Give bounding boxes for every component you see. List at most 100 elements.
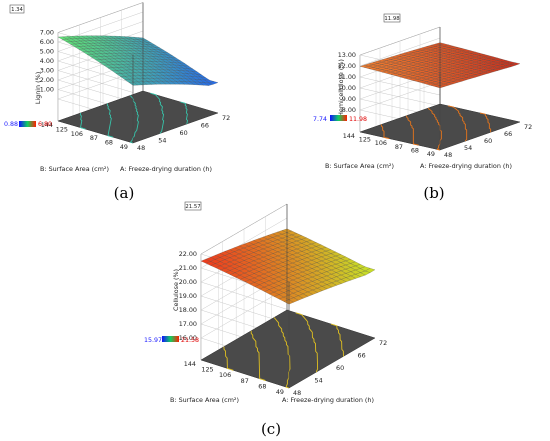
z-tick-label: 8.00 <box>342 106 356 114</box>
y-tick-label: 125 <box>359 136 371 144</box>
panel-c-contours <box>223 312 344 389</box>
x-tick-label: 48 <box>444 151 452 159</box>
y-tick-label: 49 <box>120 143 128 151</box>
contour-line <box>180 101 188 125</box>
panel-a-value-box-text: 1.34 <box>11 7 23 13</box>
panel-a-legend-bar <box>19 121 36 127</box>
panel-b-surface <box>359 42 521 89</box>
x-tick-label: 60 <box>336 364 344 372</box>
contour-line <box>447 105 468 142</box>
x-tick-label: 66 <box>201 122 209 130</box>
x-tick-label: 60 <box>180 129 188 137</box>
x-tick-label: 60 <box>484 137 492 145</box>
panel-a-lignin-chart: 1.00 2.003.00 4.005.00 6.007.00 49 68 87 106125… <box>4 2 230 202</box>
x-tick-label: 72 <box>524 123 532 131</box>
panel-b-ticks: 8.00 9.00 10.00 11.00 12.00 13.00 49 68 87 106 125… <box>338 51 532 159</box>
contour-line <box>479 112 492 133</box>
panel-a-label: (a) <box>114 184 135 202</box>
y-tick-label: 106 <box>71 130 83 138</box>
z-tick-label: 10.00 <box>338 84 356 92</box>
y-tick-label: 144 <box>41 121 53 129</box>
y-tick-label: 68 <box>258 382 266 390</box>
z-tick-label: 13.00 <box>338 51 356 59</box>
surface-patch <box>510 62 521 66</box>
panel-a-legend-min: 0.88 <box>4 121 18 128</box>
panel-b-legend-min: 7.74 <box>313 116 327 123</box>
panel-b-legend-bar <box>330 115 347 121</box>
panel-c-xlabel: A: Freeze-drying duration (h) <box>282 396 374 404</box>
y-tick-label: 49 <box>276 388 284 396</box>
contour-line <box>150 92 165 134</box>
x-tick-label: 66 <box>358 352 366 360</box>
panel-c-label: (c) <box>261 420 281 438</box>
panel-c-legend-min: 15.97 <box>144 337 162 344</box>
surface-patch <box>208 81 219 85</box>
panel-c-value-box <box>184 201 202 211</box>
y-tick-label: 106 <box>219 371 231 379</box>
y-tick-label: 87 <box>395 143 403 151</box>
z-tick-label: 7.00 <box>40 29 54 37</box>
x-tick-label: 54 <box>158 137 166 145</box>
panel-c-legend-max: 21.58 <box>181 337 199 344</box>
x-tick-label: 54 <box>315 377 323 385</box>
z-tick-label: 2.00 <box>40 76 54 84</box>
contour-line <box>129 95 139 144</box>
panel-a-ylabel: B: Surface Area (cm²) <box>40 165 109 173</box>
panel-a-zlabel: Lignin (%) <box>34 72 42 104</box>
contour-line <box>250 330 266 381</box>
panel-a-ticks: 1.00 2.003.00 4.005.00 6.007.00 49 68 87 106125… <box>40 29 230 153</box>
panel-c-box-frame <box>286 204 290 388</box>
panel-b-label: (b) <box>423 184 444 202</box>
z-tick-label: 1.00 <box>40 86 54 94</box>
panel-a-contours <box>79 92 188 144</box>
z-tick-label: 6.00 <box>40 38 54 46</box>
y-tick-label: 125 <box>56 125 68 133</box>
panel-b-xlabel: A: Freeze-drying duration (h) <box>420 162 512 170</box>
panel-c-value-box-text: 21.57 <box>185 204 200 210</box>
panel-a-value-box <box>9 4 25 14</box>
panel-b-zlabel: Hemicellulose (%) <box>337 59 345 117</box>
panel-b-hemicellulose-chart: 8.00 9.00 10.00 11.00 12.00 13.00 49 68 87 106 125… <box>313 13 532 202</box>
z-tick-label: 17.00 <box>179 320 197 328</box>
y-tick-label: 68 <box>105 139 113 147</box>
contour-line <box>330 323 344 357</box>
panel-b-ylabel: B: Surface Area (cm²) <box>325 162 394 170</box>
x-tick-label: 72 <box>379 339 387 347</box>
z-tick-label: 3.00 <box>40 67 54 75</box>
panel-c-zlabel: Cellulose (%) <box>172 269 180 311</box>
z-tick-label: 19.00 <box>179 292 197 300</box>
z-tick-label: 9.00 <box>342 95 356 103</box>
y-tick-label: 87 <box>241 377 249 385</box>
panel-c-surface <box>200 228 376 305</box>
contour-line <box>223 346 234 371</box>
panel-b-legend-max: 11.98 <box>349 116 367 123</box>
panel-a-xlabel: A: Freeze-drying duration (h) <box>120 165 212 173</box>
panel-c-cellulose-chart: 16.00 17.00 18.00 19.00 20.00 21.00 22.00 49 68 8… <box>144 201 387 438</box>
z-tick-label: 4.00 <box>40 57 54 65</box>
panel-c-ticks: 16.00 17.00 18.00 19.00 20.00 21.00 22.00 49 68 8… <box>179 250 387 397</box>
panel-a-legend-max: 6.80 <box>38 121 52 128</box>
contour-line <box>106 103 114 138</box>
panel-b-value-box-text: 11.98 <box>384 16 400 22</box>
x-tick-label: 54 <box>464 144 472 152</box>
z-tick-label: 16.00 <box>179 334 197 342</box>
z-tick-label: 5.00 <box>40 48 54 56</box>
y-tick-label: 144 <box>343 132 355 140</box>
y-tick-label: 144 <box>184 360 196 368</box>
y-tick-label: 49 <box>427 150 435 158</box>
contour-line <box>273 317 291 389</box>
x-tick-label: 48 <box>137 144 145 152</box>
contour-line <box>380 124 390 140</box>
surface-patch <box>364 268 376 273</box>
y-tick-label: 87 <box>90 134 98 142</box>
contour-line <box>79 112 86 130</box>
panel-a-box-frame <box>132 2 144 143</box>
panel-c-legend-bar <box>162 336 179 342</box>
z-tick-label: 12.00 <box>338 62 356 70</box>
panel-a-surface <box>57 35 219 86</box>
x-tick-label: 66 <box>504 130 512 138</box>
z-tick-label: 22.00 <box>179 250 197 258</box>
panel-b-value-box <box>383 13 401 23</box>
y-tick-label: 68 <box>411 146 419 154</box>
